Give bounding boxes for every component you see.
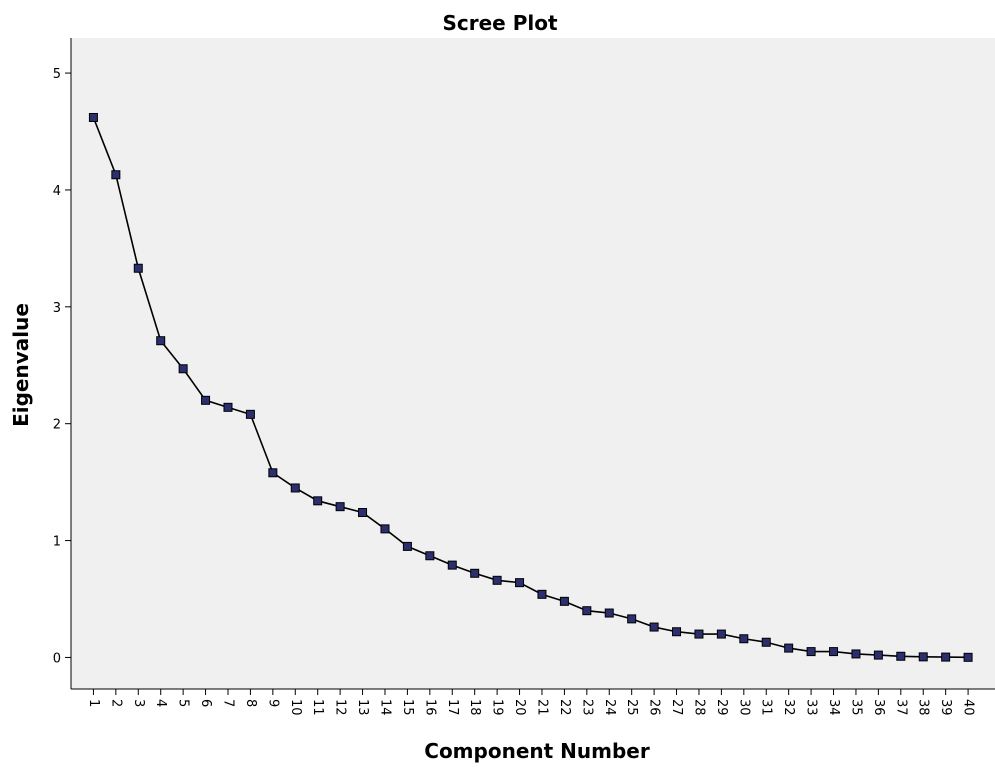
data-point — [133, 263, 143, 273]
x-tick-label: 11 — [310, 699, 325, 716]
data-point — [672, 627, 682, 637]
x-tick-label: 16 — [422, 699, 437, 716]
data-point — [201, 395, 211, 405]
x-tick-label: 6 — [198, 699, 213, 707]
x-tick-label: 28 — [691, 699, 706, 716]
x-tick-label: 24 — [602, 699, 617, 716]
data-point — [335, 502, 345, 512]
x-tick-label: 32 — [781, 699, 796, 716]
x-tick-label: 4 — [153, 699, 168, 707]
x-tick-label: 34 — [826, 699, 841, 716]
data-point — [604, 608, 614, 618]
data-point — [941, 652, 951, 662]
y-tick-label: 5 — [53, 67, 61, 82]
data-point — [649, 622, 659, 632]
x-tick-label: 19 — [490, 699, 505, 716]
data-point — [694, 629, 704, 639]
data-point — [380, 524, 390, 534]
x-tick-label: 26 — [647, 699, 662, 716]
y-tick-label: 3 — [53, 301, 61, 316]
data-point — [290, 483, 300, 493]
data-point — [178, 364, 188, 374]
data-point — [156, 336, 166, 346]
data-point — [515, 578, 525, 588]
x-tick-label: 9 — [265, 699, 280, 707]
data-markers — [88, 112, 973, 662]
x-tick-label: 12 — [333, 699, 348, 716]
x-tick-label: 5 — [176, 699, 191, 707]
x-tick-label: 2 — [108, 699, 123, 707]
x-tick-label: 25 — [624, 699, 639, 716]
y-axis-label: Eigenvalue — [9, 303, 33, 427]
data-point — [918, 652, 928, 662]
x-tick-label: 10 — [288, 699, 303, 716]
x-tick-label: 37 — [893, 699, 908, 716]
y-tick-label: 1 — [53, 535, 61, 550]
x-axis-label: Component Number — [424, 739, 650, 763]
series-line — [92, 117, 969, 659]
data-point — [559, 596, 569, 606]
x-tick-label: 18 — [467, 699, 482, 716]
x-tick-label: 30 — [736, 699, 751, 716]
y-tick-label: 2 — [53, 418, 61, 433]
data-point — [537, 589, 547, 599]
data-point — [470, 568, 480, 578]
data-point — [447, 560, 457, 570]
data-point — [761, 637, 771, 647]
data-point — [806, 647, 816, 657]
x-tick-label: 29 — [714, 699, 729, 716]
data-point — [963, 652, 973, 662]
x-tick-label: 8 — [243, 699, 258, 707]
x-tick-label: 35 — [848, 699, 863, 716]
data-point — [492, 575, 502, 585]
y-axis: 0 1 2 3 4 5 — [53, 38, 72, 689]
plot-area — [71, 38, 995, 689]
x-tick-label: 1 — [86, 699, 101, 707]
data-point — [88, 112, 98, 122]
data-point — [313, 496, 323, 506]
data-point — [111, 170, 121, 180]
data-point — [245, 409, 255, 419]
x-tick-label: 38 — [916, 699, 931, 716]
data-point — [829, 647, 839, 657]
y-tick-label: 4 — [53, 184, 61, 199]
x-tick-label: 13 — [355, 699, 370, 716]
data-point — [425, 551, 435, 561]
data-point — [784, 643, 794, 653]
data-point — [716, 629, 726, 639]
x-tick-label: 27 — [669, 699, 684, 716]
x-tick-label: 21 — [534, 699, 549, 716]
x-tick-label: 23 — [579, 699, 594, 716]
data-point — [873, 650, 883, 660]
x-tick-label: 14 — [377, 699, 392, 716]
data-point — [402, 541, 412, 551]
data-point — [851, 649, 861, 659]
x-tick-label: 7 — [220, 699, 235, 707]
data-point — [627, 614, 637, 624]
x-tick-label: 33 — [804, 699, 819, 716]
x-tick-label: 22 — [557, 699, 572, 716]
x-tick-label: 36 — [871, 699, 886, 716]
x-tick-label: 20 — [512, 699, 527, 716]
x-tick-label: 3 — [131, 699, 146, 707]
data-point — [268, 468, 278, 478]
data-point — [582, 606, 592, 616]
x-tick-label: 39 — [938, 699, 953, 716]
x-axis: 1 2 3 4 5 6 7 8 9 10 11 12 13 14 15 16 17 18 19 20 21 22 23 24 2… — [71, 688, 995, 716]
data-point — [358, 508, 368, 518]
x-tick-label: 15 — [400, 699, 415, 716]
data-point — [896, 651, 906, 661]
data-point — [223, 402, 233, 412]
x-tick-label: 31 — [759, 699, 774, 716]
y-tick-label: 0 — [53, 651, 61, 666]
chart-title: Scree Plot — [442, 11, 557, 35]
x-tick-label: 40 — [961, 699, 976, 716]
x-tick-label: 17 — [445, 699, 460, 716]
data-point — [739, 634, 749, 644]
